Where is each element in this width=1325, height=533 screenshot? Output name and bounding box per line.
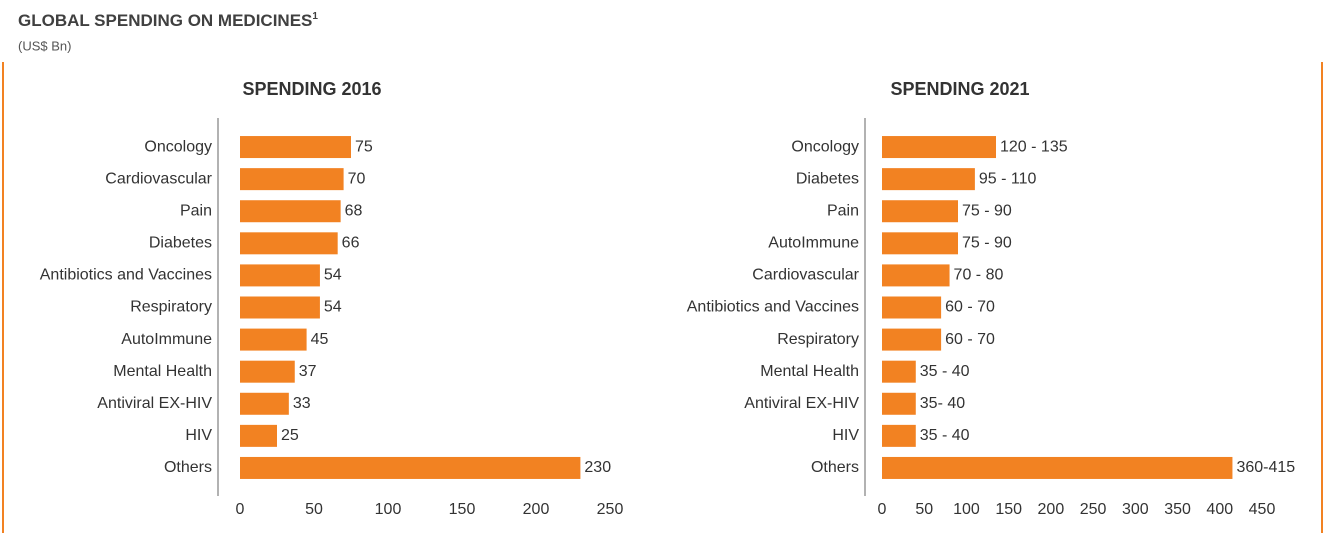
x-tick-label: 100	[953, 501, 980, 518]
bar	[240, 360, 295, 383]
bar	[882, 264, 950, 287]
bar	[240, 136, 351, 159]
x-tick-label: 0	[878, 501, 887, 518]
value-label: 35 - 40	[920, 363, 970, 380]
category-label: Others	[811, 459, 859, 476]
value-label: 35- 40	[920, 395, 965, 412]
bar	[240, 200, 341, 223]
value-label: 54	[324, 267, 342, 284]
bar	[240, 456, 581, 479]
value-label: 70 - 80	[954, 267, 1004, 284]
category-label: Cardiovascular	[105, 170, 212, 187]
category-label: Pain	[827, 202, 859, 219]
bar	[882, 232, 958, 255]
bar	[882, 328, 942, 351]
category-label: Oncology	[791, 138, 859, 155]
x-tick-label: 50	[915, 501, 933, 518]
category-label: Respiratory	[130, 299, 212, 316]
subtitle: (US$ Bn)	[18, 38, 71, 53]
category-label: HIV	[185, 427, 212, 444]
bar	[240, 264, 320, 287]
bar	[882, 168, 975, 191]
category-label: AutoImmune	[768, 235, 859, 252]
category-label: Diabetes	[796, 170, 859, 187]
category-label: Antiviral EX-HIV	[97, 395, 212, 412]
bar	[882, 424, 916, 447]
value-label: 45	[311, 331, 329, 348]
category-label: Antiviral EX-HIV	[744, 395, 859, 412]
category-label: Cardiovascular	[752, 267, 859, 284]
x-tick-label: 200	[1038, 501, 1065, 518]
x-tick-label: 0	[236, 501, 245, 518]
category-label: Respiratory	[777, 331, 859, 348]
value-label: 75 - 90	[962, 202, 1012, 219]
bar	[240, 232, 338, 255]
value-label: 35 - 40	[920, 427, 970, 444]
title-text: GLOBAL SPENDING ON MEDICINES	[18, 11, 312, 30]
x-tick-label: 250	[597, 501, 624, 518]
bar	[240, 168, 344, 191]
value-label: 75 - 90	[962, 235, 1012, 252]
bar	[882, 296, 942, 319]
footnote-mark: 1	[312, 11, 318, 22]
value-label: 70	[348, 170, 366, 187]
category-label: Mental Health	[760, 363, 859, 380]
category-label: AutoImmune	[121, 331, 212, 348]
value-label: 75	[355, 138, 373, 155]
bar	[882, 200, 958, 223]
value-label: 37	[299, 363, 317, 380]
value-label: 66	[342, 235, 360, 252]
bar	[240, 392, 289, 415]
x-tick-label: 200	[523, 501, 550, 518]
category-label: Others	[164, 459, 212, 476]
bar	[882, 136, 996, 159]
x-tick-label: 150	[449, 501, 476, 518]
x-tick-label: 450	[1249, 501, 1276, 518]
value-label: 68	[345, 202, 363, 219]
value-label: 25	[281, 427, 299, 444]
page-title: GLOBAL SPENDING ON MEDICINES1	[18, 11, 318, 31]
value-label: 60 - 70	[945, 331, 995, 348]
category-label: Mental Health	[113, 363, 212, 380]
value-label: 95 - 110	[979, 170, 1037, 187]
category-label: Antibiotics and Vaccines	[40, 267, 212, 284]
x-tick-label: 100	[375, 501, 402, 518]
bar	[882, 392, 916, 415]
category-label: Antibiotics and Vaccines	[687, 299, 859, 316]
bar	[882, 456, 1233, 479]
chart-title: SPENDING 2016	[242, 79, 381, 99]
bar	[240, 328, 307, 351]
bar	[240, 424, 277, 447]
x-tick-label: 400	[1206, 501, 1233, 518]
value-label: 360-415	[1236, 459, 1295, 476]
x-tick-label: 350	[1164, 501, 1191, 518]
value-label: 33	[293, 395, 311, 412]
x-tick-label: 50	[305, 501, 323, 518]
bar	[240, 296, 320, 319]
bar	[882, 360, 916, 383]
chart-title: SPENDING 2021	[890, 79, 1029, 99]
x-tick-label: 250	[1080, 501, 1107, 518]
category-label: Oncology	[144, 138, 212, 155]
value-label: 54	[324, 299, 342, 316]
category-label: Diabetes	[149, 235, 212, 252]
category-label: Pain	[180, 202, 212, 219]
category-label: HIV	[832, 427, 859, 444]
value-label: 120 - 135	[1000, 138, 1068, 155]
value-label: 230	[584, 459, 611, 476]
x-tick-label: 300	[1122, 501, 1149, 518]
value-label: 60 - 70	[945, 299, 995, 316]
x-tick-label: 150	[995, 501, 1022, 518]
